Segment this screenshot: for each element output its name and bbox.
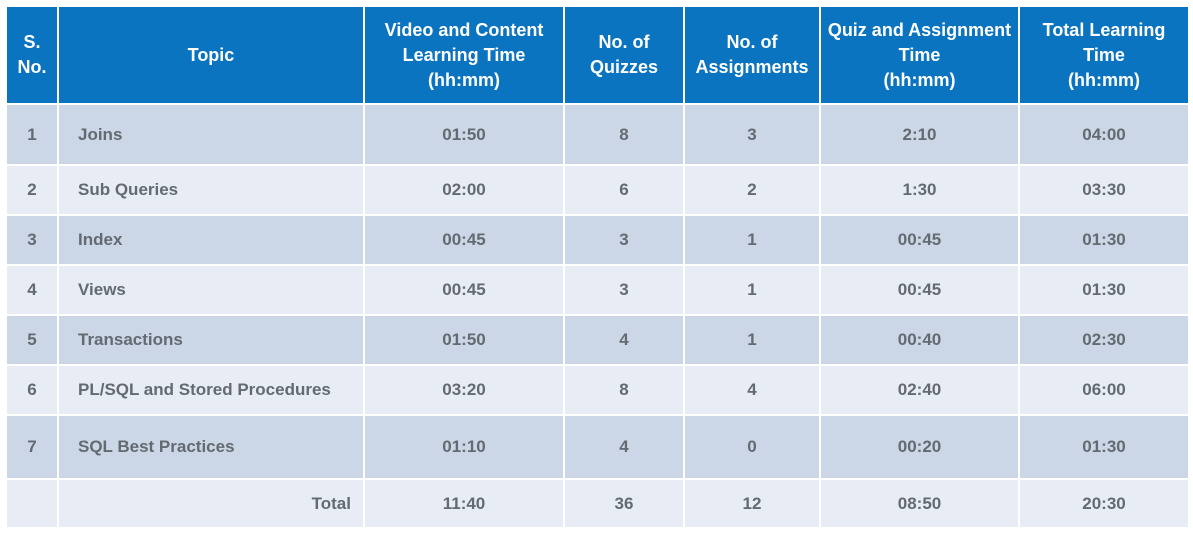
cell-quiz-time: 2:10	[819, 103, 1020, 166]
cell-sno: 4	[5, 264, 59, 316]
total-assignments: 12	[683, 478, 821, 529]
total-quiz-time: 08:50	[819, 478, 1020, 529]
header-total-learning-time: Total Learning Time (hh:mm)	[1018, 5, 1190, 105]
total-learning-time: 20:30	[1018, 478, 1190, 529]
cell-quizzes: 8	[563, 103, 685, 166]
cell-video-time: 01:10	[363, 414, 565, 480]
table-row: 7 SQL Best Practices 01:10 4 0 00:20 01:…	[5, 414, 1190, 480]
cell-quizzes: 4	[563, 414, 685, 480]
cell-video-time: 03:20	[363, 364, 565, 416]
cell-sno: 5	[5, 314, 59, 366]
cell-assignments: 3	[683, 103, 821, 166]
cell-sno: 2	[5, 164, 59, 216]
cell-sno: 6	[5, 364, 59, 416]
header-quizzes: No. of Quizzes	[563, 5, 685, 105]
cell-quizzes: 4	[563, 314, 685, 366]
cell-quiz-time: 00:20	[819, 414, 1020, 480]
cell-topic: Index	[57, 214, 365, 266]
total-video-time: 11:40	[363, 478, 565, 529]
total-quizzes: 36	[563, 478, 685, 529]
cell-topic: Views	[57, 264, 365, 316]
cell-video-time: 00:45	[363, 264, 565, 316]
header-sno: S. No.	[5, 5, 59, 105]
total-label: Total	[57, 478, 365, 529]
cell-video-time: 01:50	[363, 103, 565, 166]
cell-quiz-time: 00:40	[819, 314, 1020, 366]
table-row: 1 Joins 01:50 8 3 2:10 04:00	[5, 103, 1190, 166]
table-row: 5 Transactions 01:50 4 1 00:40 02:30	[5, 314, 1190, 366]
cell-total-time: 01:30	[1018, 264, 1190, 316]
cell-quiz-time: 00:45	[819, 214, 1020, 266]
cell-topic: PL/SQL and Stored Procedures	[57, 364, 365, 416]
cell-sno: 1	[5, 103, 59, 166]
cell-total-time: 04:00	[1018, 103, 1190, 166]
header-topic: Topic	[57, 5, 365, 105]
cell-quizzes: 3	[563, 264, 685, 316]
header-assignments: No. of Assignments	[683, 5, 821, 105]
table-row: 6 PL/SQL and Stored Procedures 03:20 8 4…	[5, 364, 1190, 416]
cell-total-time: 02:30	[1018, 314, 1190, 366]
table-row: 3 Index 00:45 3 1 00:45 01:30	[5, 214, 1190, 266]
cell-assignments: 0	[683, 414, 821, 480]
cell-topic: Transactions	[57, 314, 365, 366]
header-quiz-assignment-time: Quiz and Assignment Time (hh:mm)	[819, 5, 1020, 105]
cell-quizzes: 8	[563, 364, 685, 416]
table-row: 4 Views 00:45 3 1 00:45 01:30	[5, 264, 1190, 316]
cell-assignments: 1	[683, 214, 821, 266]
cell-assignments: 1	[683, 264, 821, 316]
cell-video-time: 01:50	[363, 314, 565, 366]
cell-total-time: 01:30	[1018, 414, 1190, 480]
totals-row: Total 11:40 36 12 08:50 20:30	[5, 478, 1190, 529]
course-schedule-table: S. No. Topic Video and Content Learning …	[5, 5, 1190, 529]
cell-quizzes: 3	[563, 214, 685, 266]
cell-total-time: 06:00	[1018, 364, 1190, 416]
cell-sno-empty	[5, 478, 59, 529]
table-row: 2 Sub Queries 02:00 6 2 1:30 03:30	[5, 164, 1190, 216]
cell-assignments: 1	[683, 314, 821, 366]
header-video-time: Video and Content Learning Time (hh:mm)	[363, 5, 565, 105]
cell-quiz-time: 02:40	[819, 364, 1020, 416]
cell-sno: 3	[5, 214, 59, 266]
cell-quizzes: 6	[563, 164, 685, 216]
cell-total-time: 03:30	[1018, 164, 1190, 216]
cell-topic: Joins	[57, 103, 365, 166]
cell-quiz-time: 00:45	[819, 264, 1020, 316]
cell-quiz-time: 1:30	[819, 164, 1020, 216]
cell-sno: 7	[5, 414, 59, 480]
header-row: S. No. Topic Video and Content Learning …	[5, 5, 1190, 105]
cell-topic: SQL Best Practices	[57, 414, 365, 480]
cell-video-time: 00:45	[363, 214, 565, 266]
cell-assignments: 4	[683, 364, 821, 416]
cell-topic: Sub Queries	[57, 164, 365, 216]
cell-total-time: 01:30	[1018, 214, 1190, 266]
cell-assignments: 2	[683, 164, 821, 216]
cell-video-time: 02:00	[363, 164, 565, 216]
